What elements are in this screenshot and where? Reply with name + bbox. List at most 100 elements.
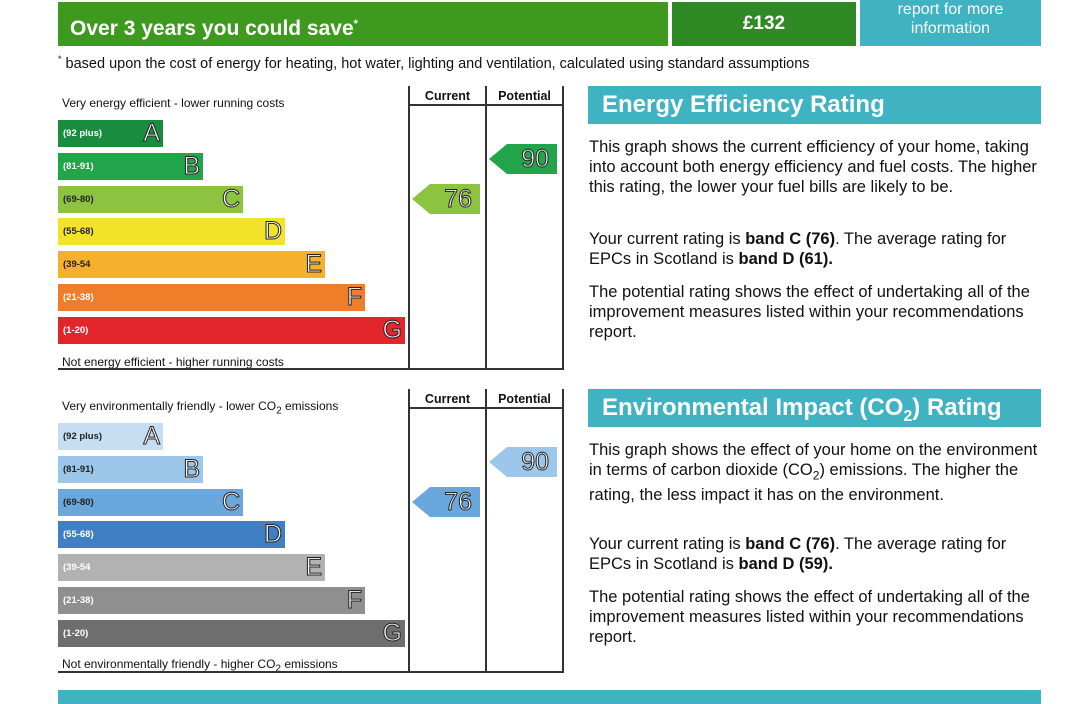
env-current-band: band C (76) (745, 535, 836, 553)
env-divider-2 (485, 389, 487, 673)
report-link-button[interactable]: report for more information (860, 0, 1041, 46)
rating-band-a: (92 plus) A (58, 119, 163, 147)
energy-divider-2 (485, 86, 487, 370)
savings-footnote: * based upon the cost of energy for heat… (58, 54, 810, 72)
footnote-marker: * (58, 54, 62, 64)
env-bottom-rule (58, 671, 564, 673)
band-range: (69-80) (63, 496, 94, 508)
band-range: (21-38) (63, 292, 94, 303)
band-range: (39-54 (63, 562, 91, 574)
rating-band-e: (39-54 E (58, 250, 325, 279)
band-letter: G (382, 618, 402, 647)
footnote-text: based upon the cost of energy for heatin… (65, 55, 810, 72)
energy-col-current: Current (424, 89, 471, 103)
env-p1-sub: 2 (812, 468, 820, 483)
energy-paragraph-3: The potential rating shows the effect of… (589, 283, 1030, 341)
env-current-value: 76 (444, 488, 473, 517)
env-paragraph-3: The potential rating shows the effect of… (589, 588, 1030, 646)
rating-band-e: (39-54 E (58, 553, 325, 582)
env-top-caption-post: emissions (281, 399, 339, 413)
band-letter: D (263, 520, 282, 549)
band-letter: A (143, 119, 161, 147)
env-col-current: Current (424, 392, 471, 406)
rating-band-d: (55-68) D (58, 217, 285, 246)
band-range: (81-91) (63, 463, 94, 475)
band-letter: F (346, 586, 362, 614)
energy-bottom-caption: Not energy efficient - higher running co… (62, 355, 284, 369)
energy-current-value: 76 (444, 185, 473, 214)
next-section-bar (58, 690, 1041, 704)
energy-heading: Energy Efficiency Rating (588, 86, 1041, 124)
band-range: (92 plus) (63, 128, 103, 139)
env-top-caption-sub: 2 (276, 405, 282, 417)
band-range: (55-68) (63, 529, 94, 541)
env-p2-text-2: . The average rating for EPCs in Scotlan… (589, 535, 1007, 573)
band-range: (55-68) (63, 226, 94, 238)
env-average-band: band D (59). (738, 555, 833, 573)
env-bottom-caption-post: emissions (280, 657, 338, 671)
energy-top-caption: Very energy efficient - lower running co… (62, 96, 285, 110)
band-letter: E (305, 553, 323, 582)
env-bottom-caption-text: Not environmentally friendly - higher CO (62, 657, 276, 671)
savings-banner: Over 3 years you could save* (58, 2, 668, 46)
energy-p2-text-2: . The average rating for EPCs in Scotlan… (589, 230, 1007, 268)
band-range: (1-20) (63, 627, 89, 639)
rating-band-c: (69-80) C (58, 487, 243, 516)
env-top-caption-text: Very environmentally friendly - lower CO (62, 399, 277, 413)
energy-p2-text-1: Your current rating is (589, 230, 746, 248)
env-divider-1 (408, 389, 410, 673)
energy-col-potential: Potential (498, 89, 551, 103)
env-bottom-caption-sub: 2 (275, 663, 281, 675)
rating-band-g: (1-20) G (58, 618, 405, 647)
env-top-caption: Very environmentally friendly - lower CO… (62, 399, 338, 416)
band-letter: D (263, 217, 282, 246)
band-letter: G (382, 315, 402, 344)
savings-amount: £132 (672, 2, 856, 46)
env-p2-text-1: Your current rating is (589, 535, 746, 553)
energy-header-rule (408, 104, 564, 106)
band-range: (92 plus) (63, 431, 103, 442)
energy-paragraph-2: Your current rating is band C (76). The … (589, 229, 1039, 269)
rating-band-f: (21-38) F (58, 586, 365, 614)
env-divider-3 (562, 389, 564, 673)
energy-divider-3 (562, 86, 564, 370)
band-range: (81-91) (63, 160, 94, 172)
env-col-potential: Potential (498, 392, 551, 406)
rating-band-d: (55-68) D (58, 520, 285, 549)
rating-band-b: (81-91) B (58, 454, 203, 483)
env-paragraph-2: Your current rating is band C (76). The … (589, 534, 1039, 574)
rating-band-c: (69-80) C (58, 184, 243, 213)
env-current-arrow: 76 (412, 487, 480, 517)
energy-divider-1 (408, 86, 410, 370)
band-letter: C (221, 487, 240, 516)
rating-band-f: (21-38) F (58, 283, 365, 311)
env-bottom-caption: Not environmentally friendly - higher CO… (62, 657, 338, 674)
env-heading-text: Environmental Impact (CO (602, 394, 904, 421)
env-p1-post: ) emissions. The higher the rating, the … (589, 461, 1019, 505)
energy-current-arrow: 76 (412, 184, 480, 214)
env-potential-value: 90 (521, 448, 550, 477)
env-header-rule (408, 407, 564, 409)
energy-potential-arrow: 90 (489, 144, 557, 174)
energy-current-band: band C (76) (745, 230, 836, 248)
band-letter: B (183, 151, 201, 180)
band-letter: E (305, 250, 323, 279)
band-letter: A (143, 422, 161, 450)
env-heading-post: ) Rating (912, 394, 1002, 421)
env-p1-text: This graph shows the effect of your home… (589, 441, 1038, 479)
energy-paragraph-1: This graph shows the current efficiency … (589, 138, 1037, 196)
band-range: (1-20) (63, 324, 89, 336)
rating-band-b: (81-91) B (58, 151, 203, 180)
energy-bottom-rule (58, 368, 564, 370)
energy-potential-value: 90 (521, 145, 550, 174)
band-range: (39-54 (63, 259, 91, 271)
band-letter: B (183, 454, 201, 483)
band-range: (69-80) (63, 193, 94, 205)
env-potential-arrow: 90 (489, 447, 557, 477)
rating-band-g: (1-20) G (58, 315, 405, 344)
savings-marker: * (353, 18, 358, 30)
energy-average-band: band D (61). (738, 250, 833, 268)
env-paragraph-1: This graph shows the effect of your home… (589, 440, 1039, 505)
savings-label: Over 3 years you could save (70, 17, 354, 40)
band-letter: C (221, 184, 240, 213)
